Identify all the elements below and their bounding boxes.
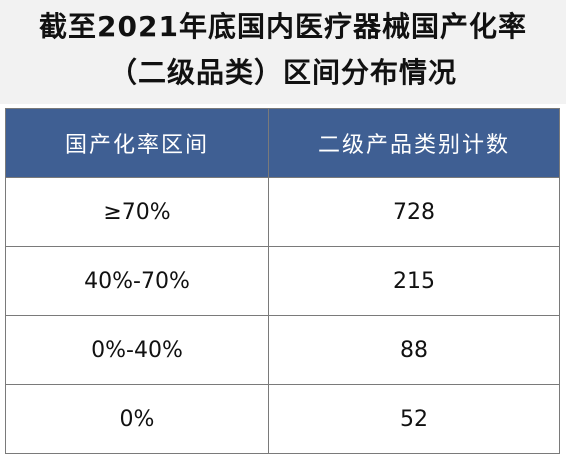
count-cell: 88: [268, 315, 560, 385]
page-title-line-1: 截至2021年底国内医疗器械国产化率: [39, 10, 527, 43]
column-header-count: 二级产品类别计数: [268, 108, 560, 178]
column-header-range: 国产化率区间: [5, 108, 269, 178]
range-cell: 40%-70%: [5, 246, 269, 316]
count-cell: 728: [268, 177, 560, 247]
table-row: ≥70% 728: [5, 177, 560, 247]
range-cell: ≥70%: [5, 177, 269, 247]
title-block: 截至2021年底国内医疗器械国产化率 （二级品类）区间分布情况: [0, 0, 566, 104]
table-row: 40%-70% 215: [5, 246, 560, 316]
page-title-line-2: （二级品类）区间分布情况: [108, 56, 457, 89]
range-cell: 0%: [5, 384, 269, 454]
table-row: 0%-40% 88: [5, 315, 560, 385]
distribution-table: 国产化率区间 二级产品类别计数 ≥70% 728 40%-70% 215 0%-…: [5, 108, 560, 454]
table-row: 0% 52: [5, 384, 560, 454]
range-cell: 0%-40%: [5, 315, 269, 385]
table-header-row: 国产化率区间 二级产品类别计数: [5, 108, 560, 178]
count-cell: 52: [268, 384, 560, 454]
count-cell: 215: [268, 246, 560, 316]
